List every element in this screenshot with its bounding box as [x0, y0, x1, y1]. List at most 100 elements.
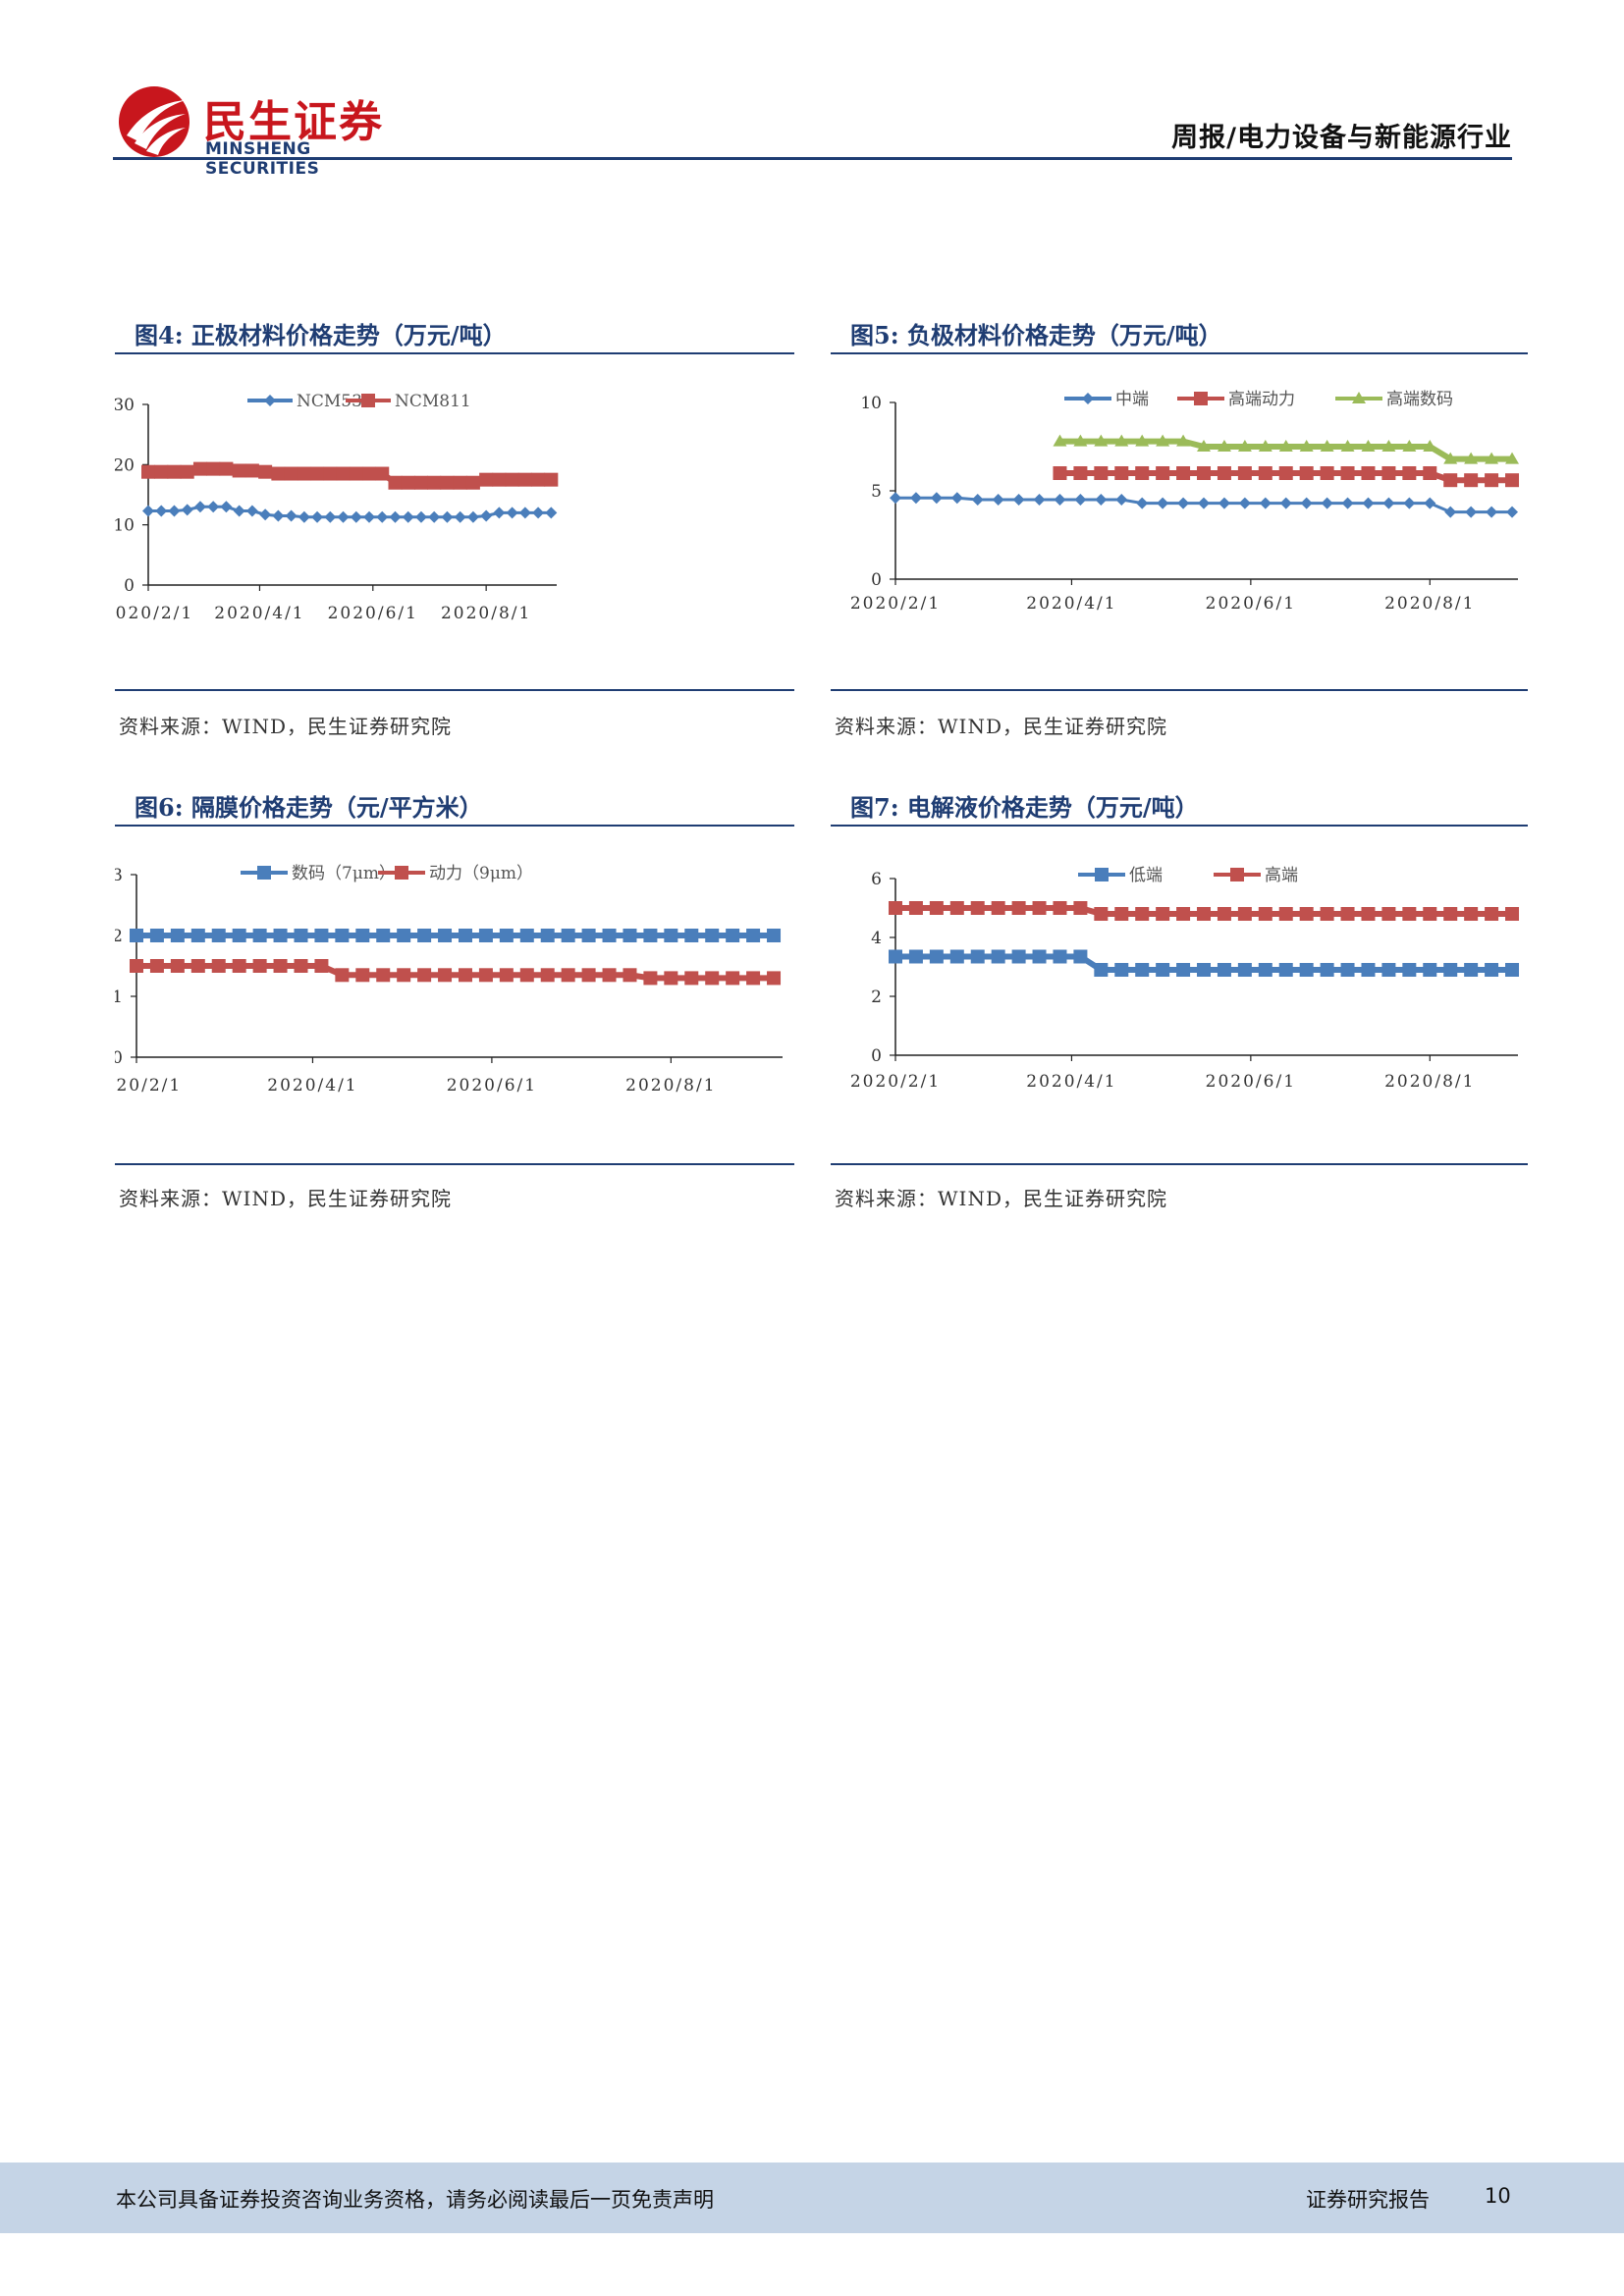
- data-point: [1278, 466, 1293, 480]
- data-point: [1340, 440, 1355, 452]
- series-1: [130, 959, 782, 986]
- data-point: [929, 901, 944, 915]
- y-tick-label: 1: [115, 988, 123, 1007]
- data-point: [245, 505, 258, 517]
- series-2: [1053, 434, 1520, 464]
- data-point: [181, 504, 193, 516]
- data-point: [233, 505, 245, 517]
- data-point: [1032, 949, 1047, 964]
- data-point: [561, 929, 575, 942]
- data-point: [388, 475, 403, 490]
- y-tick-label: 4: [871, 929, 882, 948]
- data-point: [1176, 434, 1191, 447]
- legend-label: NCM811: [395, 392, 471, 411]
- data-point: [441, 510, 454, 523]
- data-point: [1135, 907, 1150, 921]
- x-tick-label: 2020/6/1: [1206, 1072, 1296, 1092]
- data-point: [376, 510, 389, 523]
- data-point: [1237, 963, 1252, 977]
- data-point: [1423, 907, 1437, 921]
- data-point: [355, 968, 370, 983]
- data-point: [314, 929, 329, 942]
- data-point: [1402, 440, 1417, 452]
- data-point: [1278, 907, 1293, 921]
- figure-source: 资料来源：WIND，民生证券研究院: [835, 715, 1167, 738]
- x-tick-label: 2020/6/1: [1206, 594, 1296, 614]
- data-point: [1279, 497, 1292, 509]
- legend-marker: [1082, 393, 1094, 404]
- legend-marker: [395, 866, 408, 880]
- data-point: [414, 510, 427, 523]
- data-point: [705, 929, 720, 942]
- data-point: [252, 929, 267, 942]
- data-point: [949, 949, 964, 964]
- data-point: [130, 929, 143, 942]
- x-tick-label: 2020/8/1: [1384, 1072, 1475, 1092]
- data-point: [273, 959, 288, 973]
- line-chart: 0 10 20 30 2020/2/1 2020/4/1 2020/6/1 2020/8/1 N…: [115, 392, 559, 623]
- y-tick-label: 20: [115, 455, 135, 475]
- data-point: [1157, 497, 1169, 509]
- legend-marker: [361, 394, 375, 407]
- legend-item: NCM811: [346, 392, 471, 411]
- data-point: [726, 971, 740, 986]
- data-point: [335, 929, 350, 942]
- figure-title-rule: [831, 352, 1528, 354]
- data-point: [1381, 440, 1396, 452]
- page-header: 民生证券 MINSHENG SECURITIES 周报/电力设备与新能源行业: [113, 67, 1512, 179]
- data-point: [417, 929, 432, 942]
- data-point: [1505, 473, 1520, 488]
- y-tick-label: 2: [115, 927, 123, 946]
- data-point: [1094, 434, 1109, 447]
- data-point: [355, 929, 370, 942]
- x-tick-label: 2020/2/1: [115, 604, 193, 623]
- logo-cn-text: 民生证券: [203, 97, 384, 147]
- data-point: [207, 501, 220, 513]
- data-point: [1505, 452, 1520, 464]
- data-point: [1464, 963, 1479, 977]
- data-point: [232, 959, 246, 973]
- data-point: [149, 929, 164, 942]
- data-point: [970, 949, 985, 964]
- data-point: [478, 968, 493, 983]
- data-point: [466, 510, 479, 523]
- data-point: [284, 466, 298, 481]
- data-point: [458, 929, 472, 942]
- data-point: [908, 949, 923, 964]
- data-point: [438, 968, 453, 983]
- data-point: [970, 901, 985, 915]
- y-tick-label: 10: [115, 516, 135, 536]
- data-point: [1033, 494, 1046, 506]
- data-point: [992, 494, 1004, 506]
- data-point: [1176, 907, 1191, 921]
- data-point: [1424, 497, 1436, 509]
- data-point: [252, 959, 267, 973]
- data-point: [376, 929, 391, 942]
- data-point: [244, 463, 259, 478]
- y-tick-label: 30: [115, 396, 135, 415]
- data-point: [949, 901, 964, 915]
- data-point: [1443, 907, 1458, 921]
- data-point: [1114, 434, 1129, 447]
- data-point: [540, 968, 555, 983]
- data-point: [310, 466, 325, 481]
- data-point: [889, 901, 902, 915]
- data-point: [684, 929, 699, 942]
- header-divider: [113, 157, 1512, 160]
- data-point: [1094, 466, 1109, 480]
- data-point: [581, 968, 596, 983]
- series-0: [142, 501, 558, 523]
- data-point: [1258, 440, 1272, 452]
- data-point: [1012, 494, 1025, 506]
- data-point: [401, 475, 415, 490]
- data-point: [149, 959, 164, 973]
- data-point: [545, 507, 558, 519]
- figure-bottom-rule: [831, 1163, 1528, 1165]
- data-point: [190, 929, 205, 942]
- data-point: [1197, 466, 1212, 480]
- data-point: [480, 509, 493, 522]
- data-point: [767, 929, 782, 942]
- data-point: [206, 461, 221, 476]
- data-point: [1485, 452, 1499, 464]
- data-point: [335, 968, 350, 983]
